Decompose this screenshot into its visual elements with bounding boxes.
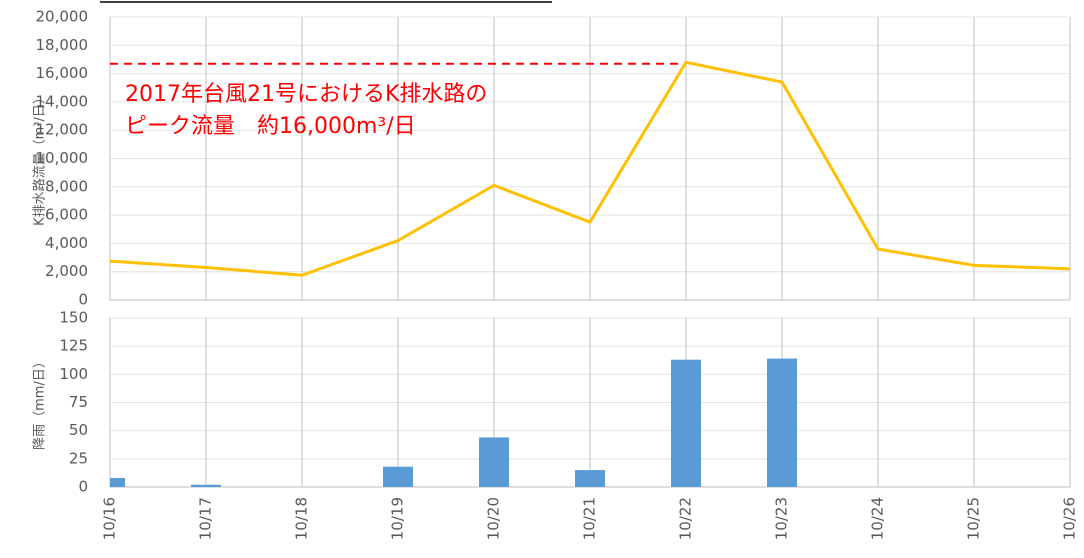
bar [191,484,221,487]
x-tick-label: 10/21 [581,497,599,540]
y-tick-label: 18,000 [36,36,89,54]
x-tick-label: 10/22 [677,497,695,540]
x-tick-label: 10/20 [485,497,503,540]
y-tick-label: 4,000 [45,234,88,252]
y-tick-label: 125 [59,337,88,355]
bar [110,477,125,487]
y-tick-label: 8,000 [45,177,88,195]
x-tick-label: 10/18 [293,497,311,540]
x-tick-label: 10/17 [197,497,215,540]
y-tick-label: 100 [59,365,88,383]
x-tick-label: 10/23 [773,497,791,540]
y-tick-label: 6,000 [45,206,88,224]
y-tick-label: 0 [78,478,88,496]
y-tick-label: 2,000 [45,262,88,280]
plots: 0 2,000 4,000 6,000 8,000 10,000 12,000 14,000 1… [32,8,1079,541]
y-tick-label: 20,000 [36,8,89,26]
x-tick-label: 10/26 [1061,497,1079,540]
bar [767,358,797,487]
y-tick-label: 12,000 [36,121,89,139]
x-tick-label: 10/19 [389,497,407,540]
bars [110,358,797,487]
x-tick-label: 10/16 [101,497,119,540]
y-tick-label: 0 [78,291,88,309]
y-tick-label: 150 [59,309,88,327]
y-tick-label: 14,000 [36,92,89,110]
y-axis-title: 降雨（mm/日） [33,355,48,450]
bar [575,470,605,487]
annotation: ピーク流量 約16,000m³/日 [125,114,416,139]
x-tick-label: 10/24 [869,497,887,540]
y-tick-label: 25 [69,449,88,467]
y-tick-label: 50 [69,421,88,439]
y-tick-label: 75 [69,393,88,411]
y-tick-label: 16,000 [36,64,89,82]
x-tick-label: 10/25 [965,497,983,540]
y-tick-label: 10,000 [36,149,89,167]
annotation: 2017年台風21号におけるK排水路の [125,82,487,107]
bar [671,359,701,487]
y-axis-title: K排水路流量（m³/日） [32,91,48,226]
line-series [109,60,1071,277]
bar [383,466,413,487]
bar [479,437,509,487]
